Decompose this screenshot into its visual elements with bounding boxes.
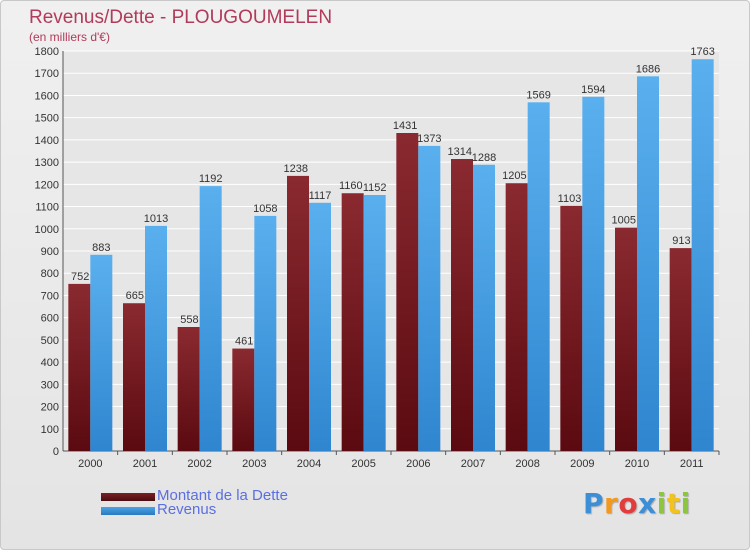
y-tick-label: 1800: [35, 46, 59, 58]
data-label-revenus: 1686: [636, 63, 660, 75]
x-tick-label: 2004: [297, 458, 321, 470]
data-label-dette: 913: [672, 235, 690, 247]
bar-revenus: [363, 195, 386, 451]
bar-revenus: [418, 145, 441, 451]
x-tick-label: 2009: [570, 458, 594, 470]
data-label-dette: 1005: [612, 215, 636, 227]
x-tick-label: 2007: [461, 458, 485, 470]
bar-dette: [669, 248, 692, 451]
legend-label-revenus: Revenus: [157, 501, 217, 518]
legend-swatch-revenus: [101, 507, 155, 515]
data-label-revenus: 1117: [309, 190, 332, 202]
bar-dette: [505, 183, 528, 451]
bar-revenus: [309, 202, 331, 451]
data-label-dette: 1238: [284, 163, 308, 175]
y-tick-label: 700: [41, 290, 59, 302]
logo-letter: x: [638, 487, 657, 520]
bar-dette: [177, 327, 200, 451]
bar-revenus: [199, 186, 222, 451]
bar-dette: [287, 175, 309, 451]
legend-swatch-dette: [101, 493, 155, 501]
y-tick-label: 600: [41, 313, 59, 325]
logo-letter: t: [666, 487, 681, 520]
bar-dette: [451, 159, 473, 451]
y-tick-label: 200: [41, 402, 59, 414]
data-label-revenus: 1152: [363, 182, 387, 194]
y-tick-label: 1400: [35, 135, 59, 147]
y-tick-label: 800: [41, 268, 59, 280]
data-label-revenus: 1373: [417, 133, 441, 145]
bar-revenus: [637, 76, 659, 451]
y-tick-label: 1600: [35, 90, 59, 102]
y-tick-label: 300: [41, 379, 59, 391]
bar-revenus: [254, 215, 277, 451]
proxiti-logo: Proxiti: [583, 487, 691, 520]
y-tick-label: 0: [53, 446, 59, 458]
bar-revenus: [473, 164, 495, 451]
bar-dette: [123, 303, 145, 451]
x-tick-label: 2000: [78, 458, 102, 470]
bar-dette: [396, 133, 419, 451]
bar-dette: [615, 227, 637, 451]
data-label-dette: 461: [235, 336, 253, 348]
x-tick-label: 2008: [515, 458, 539, 470]
y-tick-label: 1000: [35, 224, 59, 236]
x-tick-label: 2011: [680, 458, 704, 470]
y-tick-label: 500: [41, 335, 59, 347]
data-label-dette: 1205: [502, 170, 526, 182]
data-label-dette: 1103: [558, 193, 582, 205]
x-tick-label: 2002: [187, 458, 211, 470]
data-label-dette: 665: [126, 290, 144, 302]
logo-letter: i: [680, 487, 691, 520]
data-label-revenus: 1192: [199, 173, 223, 185]
data-label-dette: 558: [180, 314, 198, 326]
x-tick-label: 2006: [406, 458, 430, 470]
data-label-revenus: 1594: [581, 84, 605, 96]
y-tick-label: 900: [41, 246, 59, 258]
logo-letter: P: [583, 487, 605, 520]
y-tick-label: 1200: [35, 179, 59, 191]
logo-letter: o: [618, 487, 639, 520]
data-label-revenus: 1763: [690, 46, 714, 58]
y-tick-label: 100: [41, 424, 59, 436]
data-label-dette: 1160: [339, 180, 363, 192]
x-tick-label: 2003: [242, 458, 266, 470]
bar-revenus: [527, 102, 550, 451]
bar-revenus: [145, 225, 167, 451]
y-tick-label: 1500: [35, 113, 59, 125]
bar-revenus: [691, 59, 714, 451]
data-label-revenus: 1288: [472, 152, 496, 164]
bar-dette: [232, 348, 255, 451]
y-tick-label: 400: [41, 357, 59, 369]
data-label-revenus: 1013: [144, 213, 168, 225]
chart-subtitle: (en milliers d'€): [29, 30, 110, 44]
y-tick-label: 1300: [35, 157, 59, 169]
bar-dette: [68, 283, 91, 451]
legend-label-dette: Montant de la Dette: [157, 487, 288, 504]
x-tick-label: 2010: [625, 458, 649, 470]
bar-dette: [560, 205, 583, 451]
data-label-revenus: 1569: [526, 89, 550, 101]
x-tick-label: 2005: [351, 458, 375, 470]
bar-revenus: [582, 96, 605, 452]
y-tick-label: 1100: [35, 202, 59, 214]
data-label-revenus: 1058: [253, 203, 277, 215]
logo-letter: r: [604, 487, 619, 520]
chart-title: Revenus/Dette - PLOUGOUMELEN: [29, 7, 333, 28]
logo-letter: i: [656, 487, 667, 520]
data-label-dette: 1431: [393, 120, 417, 132]
data-label-dette: 1314: [448, 146, 472, 158]
bar-dette: [341, 193, 364, 451]
data-label-revenus: 883: [92, 242, 110, 254]
data-label-dette: 752: [71, 271, 89, 283]
bar-revenus: [90, 254, 113, 451]
y-tick-label: 1700: [35, 68, 59, 80]
x-tick-label: 2001: [133, 458, 157, 470]
